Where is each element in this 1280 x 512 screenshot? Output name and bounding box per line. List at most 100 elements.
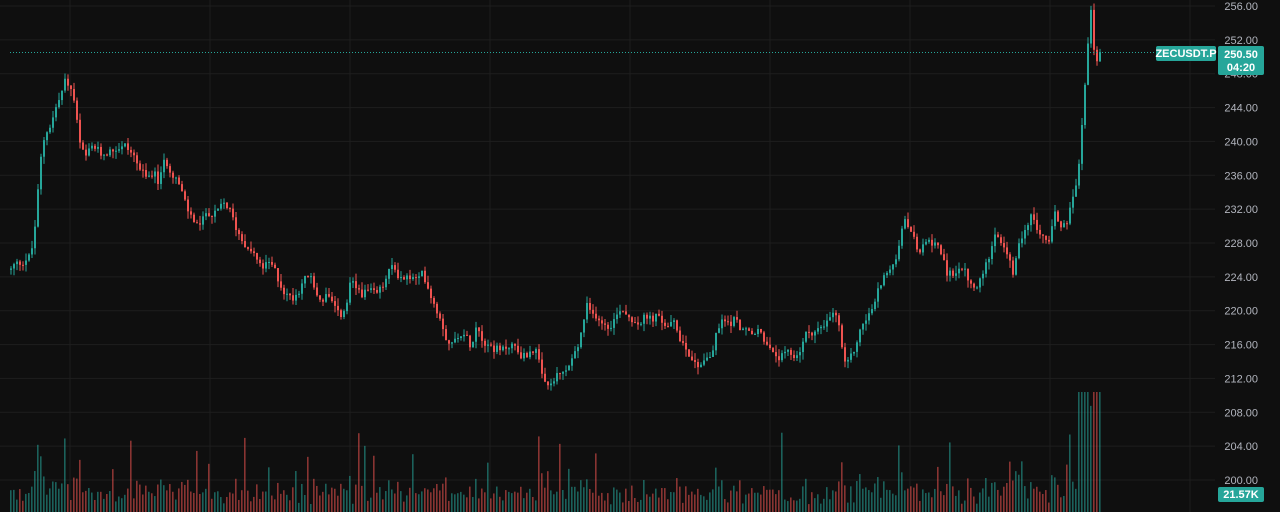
volume-bar <box>91 492 93 512</box>
volume-bar <box>1090 405 1092 512</box>
volume-bar <box>565 498 567 512</box>
volume-bar <box>1003 486 1005 512</box>
volume-bar <box>724 499 726 512</box>
volume-bar <box>157 484 159 512</box>
volume-bar <box>478 498 480 512</box>
volume-bar <box>202 492 204 512</box>
volume-bar <box>817 494 819 512</box>
candle-body <box>505 346 507 349</box>
volume-bar <box>916 483 918 512</box>
volume-bar <box>469 486 471 512</box>
candle-body <box>484 340 486 346</box>
candle-body <box>976 287 978 289</box>
volume-bar <box>97 491 99 512</box>
candle-body <box>922 244 924 253</box>
candle-body <box>13 264 15 269</box>
candle-body <box>124 143 126 147</box>
volume-bar <box>949 442 951 512</box>
volume-bar <box>988 496 990 512</box>
volume-bar <box>649 496 651 512</box>
volume-bar <box>328 494 330 512</box>
candle-body <box>835 312 837 316</box>
volume-bar <box>820 503 822 512</box>
volume-bar <box>685 486 687 512</box>
candle-body <box>463 334 465 337</box>
volume-bar <box>154 496 156 512</box>
candle-body <box>91 145 93 149</box>
candle-body <box>817 328 819 332</box>
candle-body <box>1018 243 1020 259</box>
volume-bar <box>10 490 12 512</box>
candle-body <box>445 329 447 341</box>
candle-body <box>544 373 546 382</box>
price-tick-label: 232.00 <box>1224 204 1258 216</box>
candle-body <box>1009 254 1011 261</box>
candle-body <box>145 170 147 177</box>
volume-bars <box>10 392 1101 512</box>
candle-body <box>1021 238 1023 244</box>
candle-body <box>436 303 438 314</box>
candle-body <box>550 383 552 386</box>
candle-body <box>574 351 576 359</box>
candle-body <box>583 319 585 333</box>
candle-body <box>949 270 951 276</box>
volume-bar <box>982 488 984 512</box>
candle-body <box>748 328 750 331</box>
candle-body <box>955 273 957 276</box>
volume-bar <box>412 454 414 512</box>
volume-bar <box>538 436 540 512</box>
candle-body <box>508 348 510 350</box>
candle-body <box>202 216 204 225</box>
candle-body <box>523 353 525 359</box>
candle-body <box>565 370 567 372</box>
volume-bar <box>142 494 144 512</box>
volume-bar <box>217 491 219 512</box>
candle-body <box>568 365 570 371</box>
volume-bar <box>40 456 42 512</box>
volume-bar <box>658 497 660 512</box>
candle-body <box>208 213 210 216</box>
candle-body <box>448 340 450 344</box>
volume-bar <box>775 494 777 512</box>
candle-body <box>361 289 363 298</box>
candle-body <box>643 314 645 324</box>
volume-bar <box>835 491 837 512</box>
volume-bar <box>847 502 849 512</box>
candle-body <box>187 199 189 212</box>
candle-body <box>31 248 33 255</box>
volume-bar <box>703 496 705 512</box>
price-tick-label: 224.00 <box>1224 272 1258 284</box>
volume-bar <box>952 486 954 512</box>
candle-body <box>769 344 771 349</box>
candle-body <box>571 358 573 366</box>
candle-body <box>973 283 975 288</box>
candle-body <box>373 288 375 290</box>
price-axis[interactable]: 256.00252.00248.00244.00240.00236.00232.… <box>1224 1 1258 487</box>
candle-body <box>496 345 498 352</box>
candle-body <box>1045 235 1047 240</box>
volume-bar <box>733 485 735 512</box>
volume-bar <box>1024 486 1026 512</box>
volume-bar <box>505 490 507 512</box>
volume-bar <box>82 492 84 512</box>
candle-body <box>724 319 726 322</box>
volume-bar <box>1093 392 1095 512</box>
volume-bar <box>229 492 231 512</box>
volume-bar <box>958 490 960 512</box>
volume-bar <box>874 483 876 512</box>
volume-bar <box>298 502 300 512</box>
volume-bar <box>190 491 192 512</box>
volume-bar <box>355 484 357 512</box>
volume-bar <box>517 492 519 512</box>
volume-bar <box>1042 493 1044 512</box>
candle-body <box>487 344 489 346</box>
volume-bar <box>562 489 564 512</box>
volume-bar <box>601 492 603 512</box>
volume-bar <box>472 496 474 512</box>
candle-body <box>223 202 225 204</box>
candle-body <box>616 314 618 320</box>
price-tick-label: 220.00 <box>1224 306 1258 318</box>
volume-bar <box>112 469 114 512</box>
candle-body <box>535 349 537 353</box>
